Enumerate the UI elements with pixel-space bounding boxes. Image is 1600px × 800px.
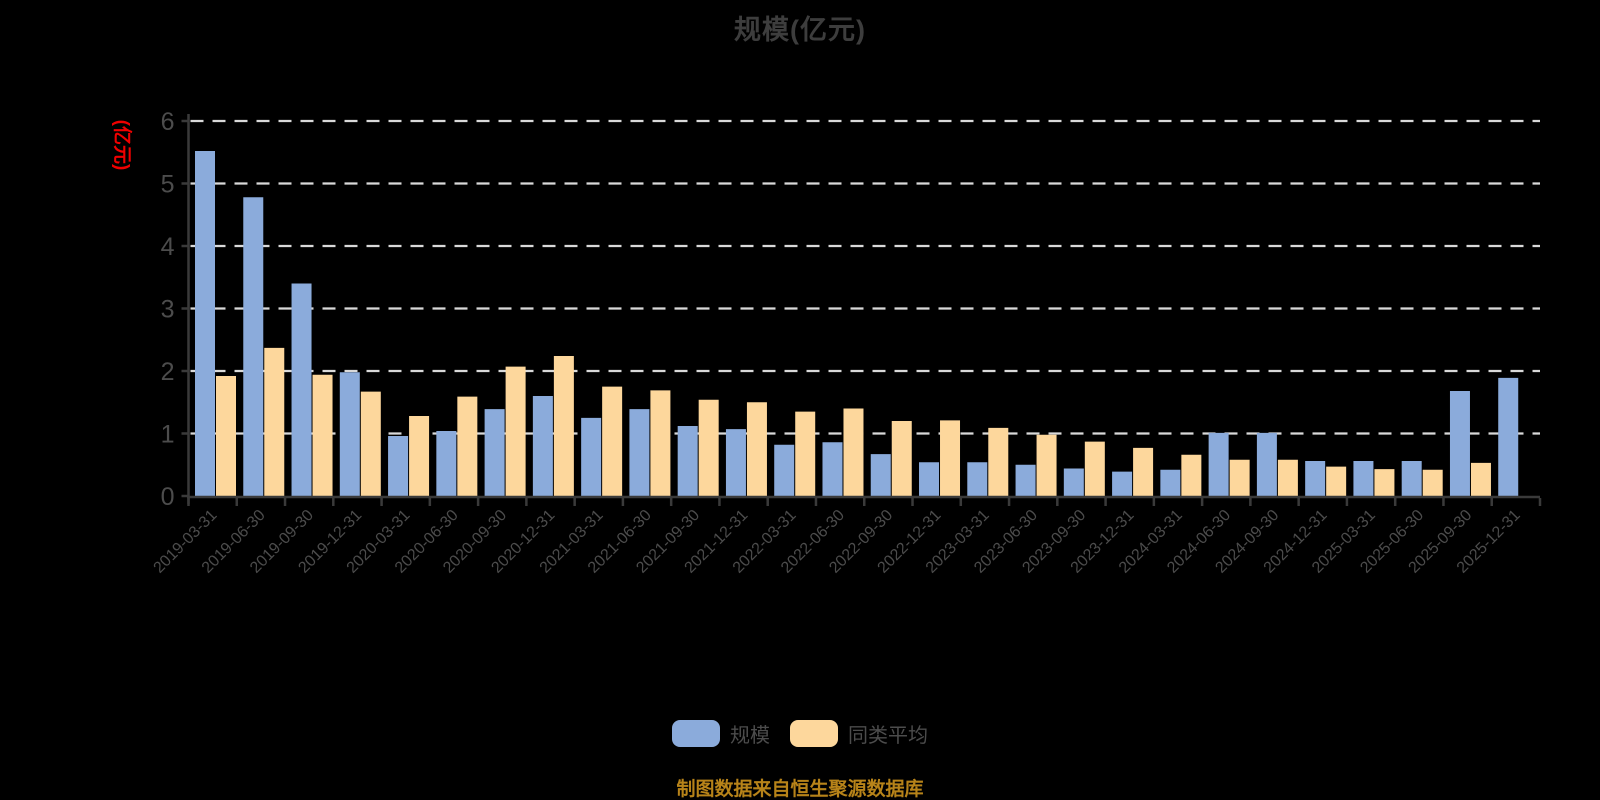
bar-scale-series	[1401, 461, 1422, 496]
bar-peer-average-series	[1277, 459, 1298, 496]
bar-peer-average-series	[698, 399, 719, 496]
bar-peer-average-series	[843, 408, 864, 496]
bar-scale-series	[629, 409, 650, 496]
bar-peer-average-series	[650, 390, 671, 496]
bar-scale-series	[195, 151, 215, 496]
bar-scale-series	[774, 444, 795, 496]
bar-scale-series	[1498, 377, 1519, 496]
legend-item-peer-average[interactable]: 同类平均	[790, 719, 928, 748]
legend-label-peer-average: 同类平均	[848, 725, 928, 747]
bar-peer-average-series	[1374, 469, 1395, 496]
bar-peer-average-series	[1036, 434, 1057, 496]
bar-scale-series	[581, 417, 602, 496]
y-axis-tick-label: 5	[161, 171, 175, 199]
bar-peer-average-series	[746, 402, 767, 496]
bar-scale-series	[677, 426, 698, 496]
y-axis-tick-label: 0	[161, 483, 175, 511]
bar-scale-series	[1063, 468, 1084, 496]
bar-peer-average-series	[457, 396, 478, 496]
bar-peer-average-series	[1422, 469, 1443, 496]
legend-swatch-peer-average	[790, 720, 838, 747]
bar-peer-average-series	[891, 421, 912, 496]
bar-peer-average-series	[1470, 462, 1491, 496]
bar-peer-average-series	[360, 391, 381, 496]
bar-scale-series	[1160, 469, 1181, 496]
chart-title: 规模(亿元)	[734, 15, 866, 45]
bar-peer-average-series	[1326, 466, 1347, 496]
bar-peer-average-series	[1133, 447, 1154, 496]
bar-scale-series	[532, 396, 553, 496]
bar-scale-series	[870, 454, 891, 496]
y-axis-tick-label: 2	[161, 358, 175, 386]
y-axis-tick-label: 6	[161, 108, 175, 136]
bar-scale-series	[1353, 461, 1374, 496]
bar-peer-average-series	[1181, 454, 1202, 496]
bar-peer-average-series	[312, 374, 333, 496]
data-source-note: 制图数据来自恒生聚源数据库	[676, 779, 924, 800]
bar-peer-average-series	[409, 416, 430, 496]
bar-peer-average-series	[505, 366, 526, 496]
y-axis-tick-label: 3	[161, 296, 175, 324]
bar-peer-average-series	[264, 347, 285, 496]
bar-scale-series	[1256, 432, 1277, 496]
y-axis-tick-label: 4	[161, 233, 175, 261]
bar-peer-average-series	[602, 386, 623, 496]
legend: 规模 同类平均	[0, 719, 1600, 748]
bar-peer-average-series	[795, 411, 816, 496]
bar-scale-series	[339, 372, 360, 496]
bar-scale-series	[291, 283, 312, 496]
bar-scale-series	[822, 442, 843, 496]
y-axis-tick-label: 1	[161, 421, 175, 449]
bar-peer-average-series	[1084, 441, 1105, 496]
legend-label-scale: 规模	[730, 725, 770, 747]
bar-peer-average-series	[216, 376, 236, 496]
bar-scale-series	[388, 436, 409, 496]
bar-peer-average-series	[988, 427, 1009, 496]
bar-scale-series	[967, 462, 988, 496]
bar-scale-series	[1015, 464, 1036, 496]
bar-scale-series	[484, 409, 505, 496]
bar-scale-series	[1112, 471, 1133, 496]
legend-swatch-scale	[672, 720, 720, 747]
bar-scale-series	[436, 431, 457, 496]
bar-scale-series	[1208, 432, 1229, 496]
bar-peer-average-series	[1229, 459, 1250, 496]
legend-item-scale[interactable]: 规模	[672, 719, 770, 748]
bar-scale-series	[725, 429, 746, 496]
bar-scale-series	[1305, 461, 1326, 496]
bar-scale-series	[243, 197, 264, 496]
bar-scale-series	[919, 462, 940, 496]
bar-peer-average-series	[553, 356, 574, 496]
bar-peer-average-series	[940, 420, 961, 496]
bar-scale-series	[1449, 391, 1470, 496]
